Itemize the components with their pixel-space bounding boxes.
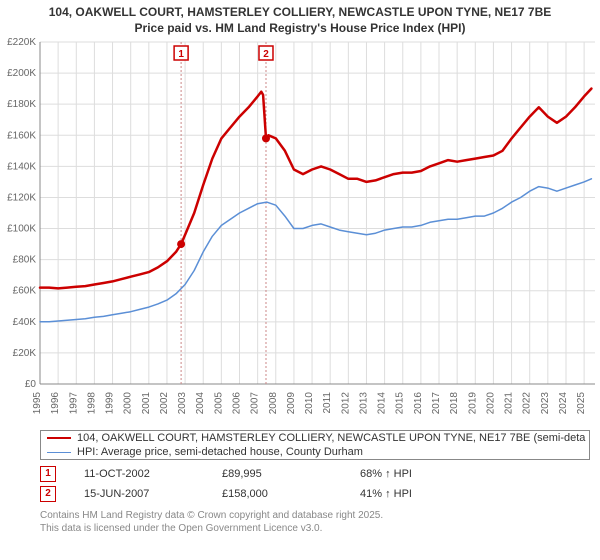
marker-badge-1: 1 — [40, 466, 56, 482]
line-chart-svg: £0 £20K £40K £60K £80K £100K £120K £140K £160K £1… — [0, 36, 600, 426]
svg-text:2021: 2021 — [504, 392, 515, 415]
svg-text:2000: 2000 — [123, 392, 134, 415]
svg-text:2014: 2014 — [377, 392, 388, 415]
svg-text:2008: 2008 — [268, 392, 279, 415]
legend-label-hpi: HPI: Average price, semi-detached house,… — [77, 446, 363, 458]
marker-price-1: £89,995 — [222, 468, 332, 480]
svg-text:£80K: £80K — [13, 255, 37, 266]
svg-text:2012: 2012 — [340, 392, 351, 415]
svg-text:£120K: £120K — [7, 193, 36, 204]
svg-text:2025: 2025 — [576, 392, 587, 415]
svg-text:£60K: £60K — [13, 286, 37, 297]
svg-text:1995: 1995 — [32, 392, 43, 415]
svg-text:£140K: £140K — [7, 162, 36, 173]
footer-line-2: This data is licensed under the Open Gov… — [40, 523, 322, 534]
svg-text:£180K: £180K — [7, 100, 36, 111]
footer-line-1: Contains HM Land Registry data © Crown c… — [40, 510, 383, 521]
svg-text:2004: 2004 — [195, 392, 206, 415]
title-line-2: Price paid vs. HM Land Registry's House … — [135, 21, 466, 35]
svg-text:£220K: £220K — [7, 37, 36, 48]
svg-text:2009: 2009 — [286, 392, 297, 415]
legend: 104, OAKWELL COURT, HAMSTERLEY COLLIERY,… — [40, 430, 590, 460]
svg-text:£40K: £40K — [13, 317, 37, 328]
svg-text:2018: 2018 — [449, 392, 460, 415]
svg-text:2017: 2017 — [431, 392, 442, 415]
svg-text:2010: 2010 — [304, 392, 315, 415]
svg-text:2006: 2006 — [232, 392, 243, 415]
legend-swatch-price-paid — [47, 437, 71, 439]
legend-label-price-paid: 104, OAKWELL COURT, HAMSTERLEY COLLIERY,… — [77, 432, 585, 444]
marker-date-2: 15-JUN-2007 — [84, 488, 194, 500]
legend-item-hpi: HPI: Average price, semi-detached house,… — [41, 445, 589, 459]
marker-delta-2: 41% ↑ HPI — [360, 488, 470, 500]
svg-text:2002: 2002 — [159, 392, 170, 415]
svg-text:2023: 2023 — [540, 392, 551, 415]
chart-title: 104, OAKWELL COURT, HAMSTERLEY COLLIERY,… — [0, 0, 600, 36]
svg-text:£200K: £200K — [7, 68, 36, 79]
svg-text:2016: 2016 — [413, 392, 424, 415]
svg-text:1: 1 — [178, 49, 184, 60]
legend-swatch-hpi — [47, 452, 71, 453]
chart-area: £0 £20K £40K £60K £80K £100K £120K £140K £160K £1… — [0, 36, 600, 426]
svg-text:2001: 2001 — [141, 392, 152, 415]
sale-marker-table: 1 11-OCT-2002 £89,995 68% ↑ HPI 2 15-JUN… — [40, 464, 590, 504]
svg-text:2015: 2015 — [395, 392, 406, 415]
legend-item-price-paid: 104, OAKWELL COURT, HAMSTERLEY COLLIERY,… — [41, 431, 589, 445]
svg-text:2024: 2024 — [558, 392, 569, 415]
svg-text:£20K: £20K — [13, 348, 37, 359]
table-row: 1 11-OCT-2002 £89,995 68% ↑ HPI — [40, 464, 590, 484]
svg-text:2005: 2005 — [213, 392, 224, 415]
marker-price-2: £158,000 — [222, 488, 332, 500]
svg-text:1999: 1999 — [105, 392, 116, 415]
svg-text:£0: £0 — [25, 379, 37, 390]
svg-text:2013: 2013 — [358, 392, 369, 415]
svg-text:1998: 1998 — [86, 392, 97, 415]
table-row: 2 15-JUN-2007 £158,000 41% ↑ HPI — [40, 484, 590, 504]
svg-text:2022: 2022 — [522, 392, 533, 415]
svg-text:1996: 1996 — [50, 392, 61, 415]
svg-text:2020: 2020 — [485, 392, 496, 415]
marker-badge-2: 2 — [40, 486, 56, 502]
svg-text:2007: 2007 — [250, 392, 261, 415]
svg-text:£100K: £100K — [7, 224, 36, 235]
marker-delta-1: 68% ↑ HPI — [360, 468, 470, 480]
marker-date-1: 11-OCT-2002 — [84, 468, 194, 480]
svg-text:2011: 2011 — [322, 392, 333, 414]
svg-text:2019: 2019 — [467, 392, 478, 415]
svg-text:1997: 1997 — [68, 392, 79, 415]
title-line-1: 104, OAKWELL COURT, HAMSTERLEY COLLIERY,… — [49, 5, 552, 19]
svg-text:2003: 2003 — [177, 392, 188, 415]
copyright-footer: Contains HM Land Registry data © Crown c… — [40, 510, 590, 535]
svg-text:£160K: £160K — [7, 131, 36, 142]
svg-text:2: 2 — [263, 49, 269, 60]
